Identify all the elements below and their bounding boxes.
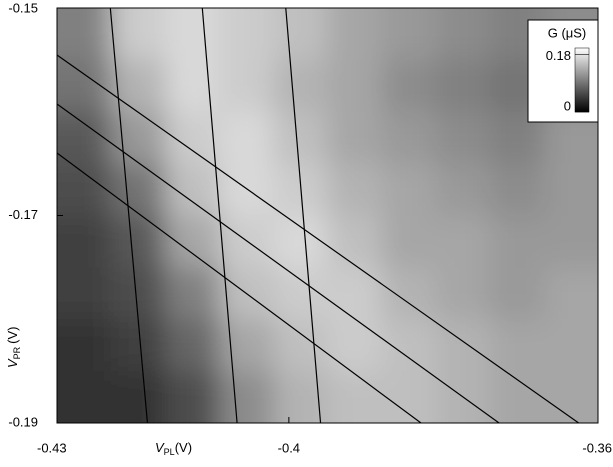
overlay-line — [57, 103, 500, 423]
heatmap-cell — [165, 267, 220, 320]
heatmap-cell — [273, 59, 328, 113]
heatmap-cell — [381, 319, 437, 372]
overlay-line — [285, 8, 322, 423]
heatmap-cell — [381, 8, 437, 61]
x-label-unit: (V) — [175, 440, 192, 455]
overlay-line — [57, 152, 422, 423]
heatmap-cell — [435, 111, 491, 165]
heatmap — [57, 8, 598, 423]
heatmap-cell — [435, 215, 491, 268]
heatmap-cell — [381, 267, 437, 320]
heatmap-cell — [111, 59, 166, 113]
heatmap-cell — [111, 8, 166, 61]
heatmap-cell — [489, 319, 545, 372]
y-label-sub: PR — [12, 346, 22, 359]
heatmap-cells — [57, 8, 598, 423]
heatmap-cell — [489, 267, 545, 320]
heatmap-cell — [273, 8, 328, 61]
heatmap-cell — [165, 371, 220, 423]
heatmap-cell — [435, 371, 491, 423]
y-label-main: V — [5, 358, 20, 368]
heatmap-cell — [111, 163, 166, 216]
colorbar-tick-label: 0 — [564, 98, 571, 113]
overlay-line — [57, 54, 580, 423]
y-axis-label: VPR (V) — [5, 326, 22, 368]
y-tick-label: -0.19 — [8, 414, 38, 429]
heatmap-cell — [489, 163, 545, 216]
heatmap-cell — [489, 215, 545, 268]
heatmap-cell — [111, 111, 166, 165]
heatmap-cell — [219, 163, 274, 216]
heatmap-cell — [543, 371, 598, 423]
heatmap-cell — [165, 319, 220, 372]
heatmap-cell — [111, 267, 166, 320]
heatmap-cell — [327, 111, 383, 165]
overlay-lines — [57, 8, 580, 423]
colorbar-tick-label: 0.18 — [546, 48, 571, 63]
heatmap-cell — [57, 8, 112, 61]
heatmap-cell — [111, 215, 166, 268]
heatmap-cell — [219, 59, 274, 113]
heatmap-cell — [381, 371, 437, 423]
heatmap-cell — [327, 319, 383, 372]
heatmap-cell — [273, 215, 328, 268]
y-tick-label: -0.17 — [8, 207, 38, 222]
heatmap-cell — [327, 371, 383, 423]
heatmap-cell — [57, 371, 112, 423]
x-tick-label: -0.43 — [37, 440, 67, 455]
heatmap-cell — [381, 215, 437, 268]
colorbar: G (μS) 0 0.18 — [527, 19, 599, 123]
heatmap-cell — [543, 163, 598, 216]
heatmap-cell — [57, 111, 112, 165]
heatmap-cell — [327, 8, 383, 61]
y-label-unit: (V) — [5, 326, 20, 343]
overlay-line — [109, 8, 149, 423]
heatmap-cell — [435, 319, 491, 372]
heatmap-cell — [57, 163, 112, 216]
heatmap-cell — [381, 59, 437, 113]
heatmap-cell — [219, 8, 274, 61]
heatmap-cell — [165, 215, 220, 268]
x-axis-label: VPL(V) — [155, 440, 192, 457]
heatmap-cell — [219, 111, 274, 165]
heatmap-cell — [57, 215, 112, 268]
heatmap-cell — [111, 371, 166, 423]
x-tick-label: -0.36 — [582, 440, 612, 455]
heatmap-cell — [273, 111, 328, 165]
colorbar-title: G (μS) — [548, 25, 587, 40]
x-label-main: V — [155, 440, 165, 455]
x-tick-label: -0.4 — [278, 440, 300, 455]
heatmap-cell — [327, 267, 383, 320]
overlay-line — [201, 8, 238, 423]
heatmap-cell — [57, 319, 112, 372]
heatmap-cell — [219, 215, 274, 268]
heatmap-cell — [327, 59, 383, 113]
heatmap-cell — [219, 371, 274, 423]
heatmap-cell — [489, 371, 545, 423]
heatmap-cell — [327, 163, 383, 216]
y-tick-label: -0.15 — [8, 0, 38, 15]
heatmap-cell — [543, 319, 598, 372]
heatmap-cell — [273, 319, 328, 372]
heatmap-cell — [219, 319, 274, 372]
colorbar-scale — [574, 47, 590, 113]
heatmap-cell — [381, 111, 437, 165]
heatmap-cell — [165, 8, 220, 61]
heatmap-cell — [381, 163, 437, 216]
heatmap-cell — [435, 163, 491, 216]
x-label-sub: PL — [164, 447, 175, 457]
heatmap-cell — [165, 163, 220, 216]
heatmap-cell — [327, 215, 383, 268]
heatmap-cell — [543, 215, 598, 268]
heatmap-cell — [57, 267, 112, 320]
heatmap-cell — [435, 267, 491, 320]
heatmap-cell — [435, 59, 491, 113]
heatmap-cell — [435, 8, 491, 61]
heatmap-cell — [165, 59, 220, 113]
heatmap-cell — [543, 267, 598, 320]
heatmap-cell — [57, 59, 112, 113]
